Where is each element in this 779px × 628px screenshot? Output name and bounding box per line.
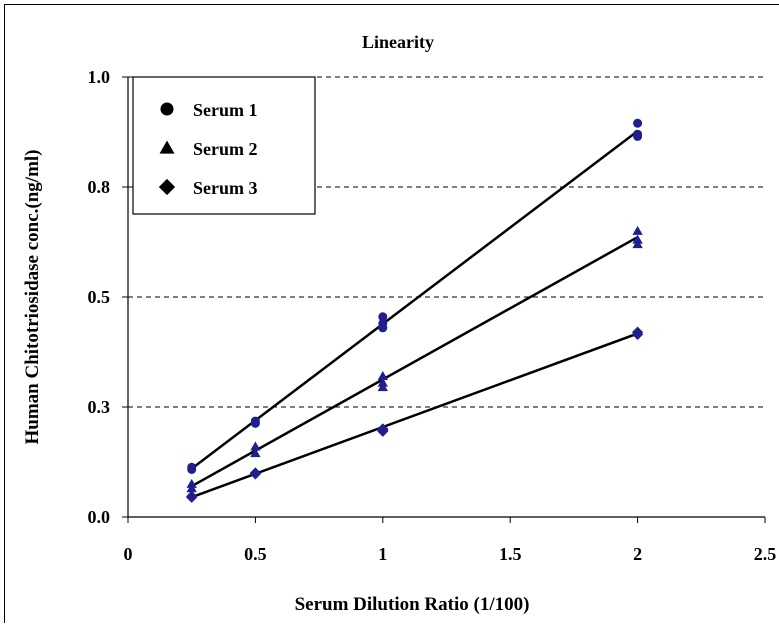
y-tick-label: 1.0 [88, 67, 111, 87]
serum-3-point [250, 468, 261, 479]
legend: Serum 1 Serum 2 Serum 3 [133, 77, 315, 214]
serum-1-legend-marker [161, 103, 174, 116]
serum-2-legend-label: Serum 2 [193, 139, 258, 159]
y-axis-ticks: 0.0 0.3 0.5 0.8 1.0 [88, 67, 129, 527]
serum-1-point [251, 419, 260, 428]
y-tick-label: 0.8 [88, 177, 111, 197]
serum-3-legend-label: Serum 3 [193, 178, 258, 198]
serum-2-point [632, 226, 642, 235]
x-tick-label: 2 [633, 544, 642, 564]
x-tick-label: 2.5 [754, 544, 777, 564]
y-axis-label: Human Chitotriosidase conc.(ng/ml) [22, 149, 43, 444]
serum-1-point [187, 465, 196, 474]
x-tick-label: 0.5 [244, 544, 267, 564]
y-tick-label: 0.5 [88, 287, 111, 307]
serum-3-point [186, 492, 197, 503]
chart-title: Linearity [362, 32, 434, 52]
serum-1-point [633, 132, 642, 141]
x-tick-label: 1 [378, 544, 387, 564]
serum-1-point [378, 319, 387, 328]
serum-3-point [632, 329, 643, 340]
y-tick-label: 0.3 [88, 397, 111, 417]
x-tick-label: 0 [124, 544, 133, 564]
y-tick-label: 0.0 [88, 507, 111, 527]
serum-1-point [633, 119, 642, 128]
chart-border [5, 5, 779, 624]
x-axis-label: Serum Dilution Ratio (1/100) [295, 594, 530, 615]
serum-1-legend-label: Serum 1 [193, 100, 258, 120]
x-tick-label: 1.5 [499, 544, 522, 564]
x-axis-ticks: 0 0.5 1 1.5 2 2.5 [124, 517, 777, 564]
